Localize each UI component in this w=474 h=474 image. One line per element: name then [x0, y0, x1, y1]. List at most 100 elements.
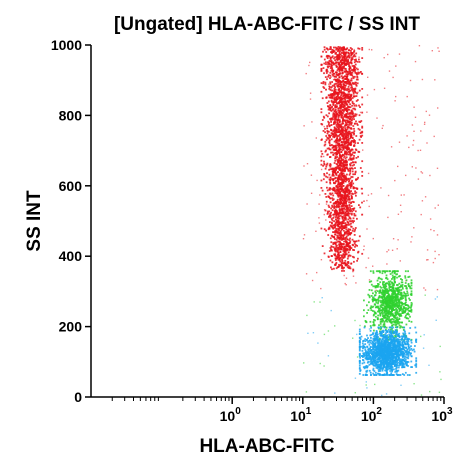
- background-event: [354, 319, 356, 322]
- red-population-event: [320, 123, 323, 125]
- blue-population-event: [372, 369, 375, 371]
- red-population-event: [337, 125, 340, 127]
- green-population-event: [372, 272, 375, 274]
- green-population-event: [406, 308, 409, 311]
- red-population-event: [342, 207, 345, 210]
- red-population-event: [325, 200, 328, 203]
- red-population-event: [345, 153, 348, 156]
- red-population-event: [332, 241, 335, 244]
- blue-population-event: [372, 372, 375, 375]
- blue-population-event: [363, 355, 365, 358]
- background-event: [392, 238, 395, 240]
- green-population-event: [403, 310, 406, 313]
- green-population-event: [394, 294, 397, 297]
- blue-population-event: [358, 330, 361, 333]
- red-population-event: [354, 87, 357, 90]
- green-population-event: [396, 290, 399, 292]
- blue-population-event: [399, 354, 401, 357]
- green-population-event: [387, 301, 390, 304]
- blue-population-event: [397, 349, 400, 352]
- red-population-event: [351, 48, 353, 50]
- red-population-event: [351, 97, 354, 99]
- background-event: [321, 297, 323, 299]
- red-population-event: [339, 214, 342, 217]
- red-population-event: [323, 87, 326, 89]
- red-population-event: [349, 206, 351, 209]
- red-population-event: [347, 251, 350, 254]
- red-population-event: [324, 209, 327, 212]
- red-population-event: [338, 128, 340, 130]
- background-event: [387, 216, 389, 219]
- green-population-event: [395, 326, 397, 329]
- red-population-event: [325, 163, 328, 166]
- green-population-event: [394, 275, 396, 278]
- red-population-event: [352, 173, 355, 176]
- red-population-event: [327, 120, 330, 123]
- green-population-event: [405, 294, 408, 297]
- blue-population-event: [392, 355, 394, 358]
- red-population-event: [332, 51, 335, 53]
- green-population-event: [390, 312, 392, 314]
- red-population-event: [330, 211, 332, 214]
- red-population-event: [335, 185, 338, 188]
- blue-population-event: [396, 343, 398, 346]
- red-population-event: [341, 155, 344, 157]
- red-population-event: [334, 122, 336, 124]
- red-population-event: [354, 210, 357, 213]
- background-event: [303, 125, 305, 127]
- blue-population-event: [399, 360, 401, 363]
- red-population-event: [338, 185, 340, 187]
- blue-population-event: [382, 335, 385, 337]
- red-population-event: [344, 199, 346, 201]
- red-population-event: [337, 122, 339, 125]
- red-population-event: [347, 214, 350, 217]
- red-population-event: [330, 61, 333, 64]
- red-population-event: [349, 184, 352, 187]
- red-population-event: [342, 229, 345, 232]
- red-population-event: [333, 136, 336, 138]
- red-population-event: [323, 163, 326, 166]
- blue-population-event: [415, 366, 418, 368]
- blue-population-event: [392, 326, 395, 329]
- red-population-event: [341, 162, 343, 165]
- background-event: [435, 319, 437, 321]
- blue-population-event: [366, 346, 369, 349]
- green-population-event: [391, 282, 394, 284]
- red-population-event: [348, 231, 350, 233]
- red-population-event: [348, 195, 350, 198]
- background-event: [317, 342, 319, 344]
- green-population-event: [379, 285, 382, 288]
- red-population-event: [338, 91, 340, 94]
- red-population-event: [344, 192, 347, 195]
- green-population-event: [388, 313, 391, 316]
- red-population-event: [345, 101, 347, 104]
- green-population-event: [396, 329, 398, 331]
- red-population-event: [335, 51, 338, 54]
- red-population-event: [331, 52, 333, 54]
- blue-population-event: [364, 354, 367, 357]
- red-population-event: [334, 159, 337, 162]
- red-population-event: [326, 65, 329, 68]
- background-event: [363, 249, 365, 251]
- red-population-event: [345, 164, 348, 167]
- red-population-event: [340, 234, 343, 236]
- red-population-event: [345, 232, 348, 235]
- red-population-event: [345, 218, 347, 221]
- red-population-event: [350, 176, 353, 178]
- red-population-event: [334, 104, 337, 106]
- green-population-event: [377, 305, 380, 308]
- red-population-event: [327, 54, 330, 57]
- red-population-event: [325, 51, 328, 53]
- red-population-event: [351, 117, 354, 120]
- red-population-event: [338, 62, 340, 64]
- blue-population-event: [368, 363, 371, 366]
- blue-population-event: [396, 359, 399, 362]
- red-population-event: [334, 146, 337, 148]
- red-population-event: [333, 57, 335, 60]
- background-event: [320, 168, 323, 171]
- green-population-event: [388, 310, 390, 313]
- blue-population-event: [386, 374, 389, 376]
- red-population-event: [339, 176, 342, 179]
- red-population-event: [323, 174, 326, 177]
